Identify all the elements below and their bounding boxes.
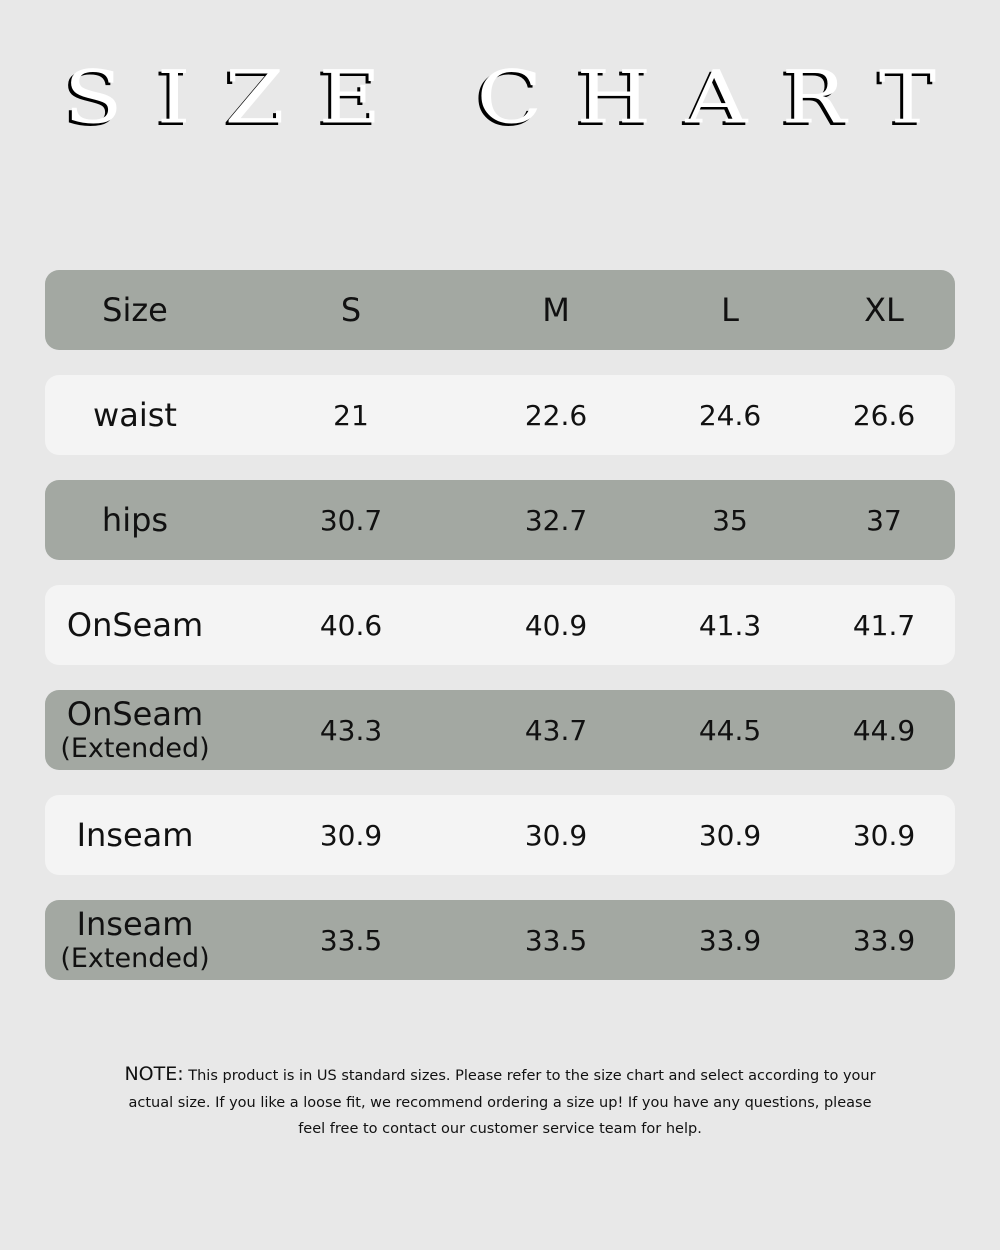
row-value: 33.9 <box>698 923 762 957</box>
row-value: 33.5 <box>319 923 383 957</box>
row-label: OnSeam <box>67 585 203 665</box>
row-value: 44.5 <box>698 713 762 747</box>
row-label: waist <box>93 375 177 455</box>
row-value: 44.9 <box>852 713 916 747</box>
row-value: 30.7 <box>319 503 383 537</box>
row-label: Inseam (Extended) <box>60 900 209 980</box>
row-value: 30.9 <box>852 818 916 852</box>
table-row: OnSeam (Extended) 43.3 43.7 44.5 44.9 <box>45 690 955 770</box>
page-title: SIZE CHART <box>63 55 971 141</box>
row-label-sub: (Extended) <box>60 733 210 764</box>
row-value: 24.6 <box>698 398 762 432</box>
row-label-main: waist <box>93 396 177 434</box>
row-label-main: hips <box>101 501 169 539</box>
row-value: 40.6 <box>319 608 383 642</box>
row-value: 30.9 <box>698 818 762 852</box>
header-row: Size S M L XL <box>45 270 955 350</box>
row-value: 33.5 <box>524 923 588 957</box>
row-value: 35 <box>712 503 748 537</box>
row-label: hips <box>102 480 168 560</box>
note-text-1: This product is in US standard sizes. Pl… <box>188 1068 876 1084</box>
header-size-l: L <box>721 291 739 329</box>
row-label-main: OnSeam <box>66 695 204 733</box>
header-size-label: Size <box>102 291 168 329</box>
note-prefix: NOTE: <box>124 1063 184 1085</box>
table-row: hips 30.7 32.7 35 37 <box>45 480 955 560</box>
note-line-2: actual size. If you like a loose fit, we… <box>128 1095 872 1111</box>
table-row: Inseam 30.9 30.9 30.9 30.9 <box>45 795 955 875</box>
header-size-s: S <box>340 291 362 329</box>
row-value: 32.7 <box>524 503 588 537</box>
row-value: 43.7 <box>524 713 588 747</box>
row-value: 41.3 <box>698 608 762 642</box>
row-value: 30.9 <box>524 818 588 852</box>
row-value: 40.9 <box>524 608 588 642</box>
row-label-main: Inseam <box>76 816 194 854</box>
table-row: Inseam (Extended) 33.5 33.5 33.9 33.9 <box>45 900 955 980</box>
row-label: OnSeam (Extended) <box>60 690 209 770</box>
row-value: 26.6 <box>852 398 916 432</box>
row-value: 43.3 <box>319 713 383 747</box>
row-label-sub: (Extended) <box>60 943 210 974</box>
note-line-1: NOTE: This product is in US standard siz… <box>0 1063 1000 1085</box>
row-label-main: Inseam <box>76 905 194 943</box>
row-value: 37 <box>866 503 902 537</box>
row-value: 30.9 <box>319 818 383 852</box>
header-size-m: M <box>542 291 570 329</box>
row-label-main: OnSeam <box>66 606 204 644</box>
note-line-3: feel free to contact our customer servic… <box>298 1121 702 1137</box>
row-value: 21 <box>333 398 369 432</box>
row-label: Inseam <box>77 795 194 875</box>
table-row: waist 21 22.6 24.6 26.6 <box>45 375 955 455</box>
header-size-xl: XL <box>864 291 904 329</box>
row-value: 33.9 <box>852 923 916 957</box>
table-row: OnSeam 40.6 40.9 41.3 41.7 <box>45 585 955 665</box>
row-value: 41.7 <box>852 608 916 642</box>
row-value: 22.6 <box>524 398 588 432</box>
